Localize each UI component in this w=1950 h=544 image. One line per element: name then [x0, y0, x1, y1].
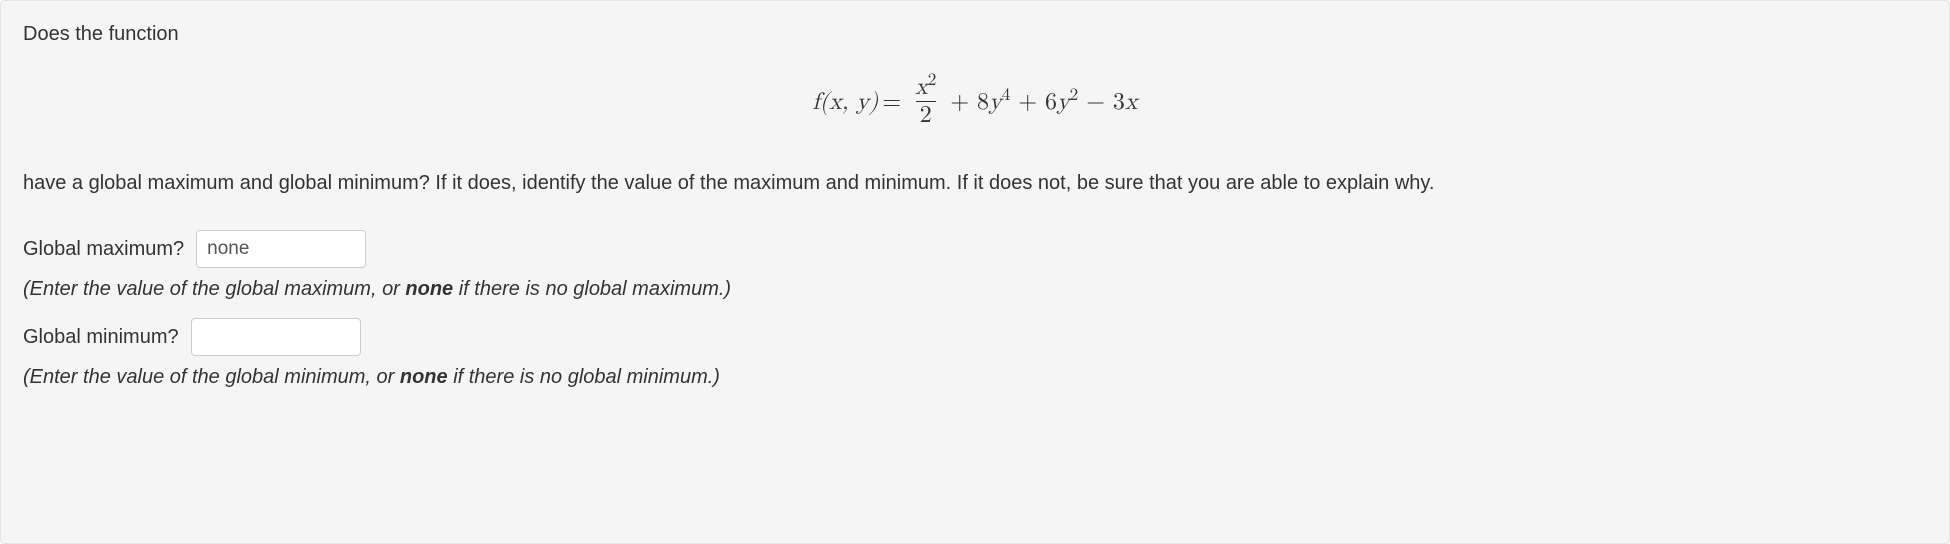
global-min-label: Global minimum? — [23, 322, 179, 352]
global-max-input[interactable] — [196, 230, 366, 268]
global-max-row: Global maximum? — [23, 230, 1927, 268]
formula-eq: = — [882, 84, 901, 120]
frac-num-base: x — [915, 75, 928, 99]
formula-args: (x, y) — [820, 90, 879, 114]
formula-fraction: x2 2 — [911, 75, 940, 128]
global-min-row: Global minimum? — [23, 318, 1927, 356]
frac-den: 2 — [916, 101, 936, 128]
global-max-label: Global maximum? — [23, 234, 184, 264]
intro-text: Does the function — [23, 19, 1927, 49]
problem-container: Does the function f(x, y) = x2 2 + 8y4 +… — [0, 0, 1950, 544]
global-max-hint: (Enter the value of the global maximum, … — [23, 274, 1927, 304]
frac-num-exp: 2 — [928, 72, 937, 89]
explain-text: have a global maximum and global minimum… — [23, 164, 1927, 202]
formula-tail: + 8y4 + 6y2 − 3x — [950, 84, 1137, 120]
global-min-hint: (Enter the value of the global minimum, … — [23, 362, 1927, 392]
formula-fn: f — [812, 90, 819, 114]
formula-display: f(x, y) = x2 2 + 8y4 + 6y2 − 3x — [23, 75, 1927, 128]
global-min-input[interactable] — [191, 318, 361, 356]
